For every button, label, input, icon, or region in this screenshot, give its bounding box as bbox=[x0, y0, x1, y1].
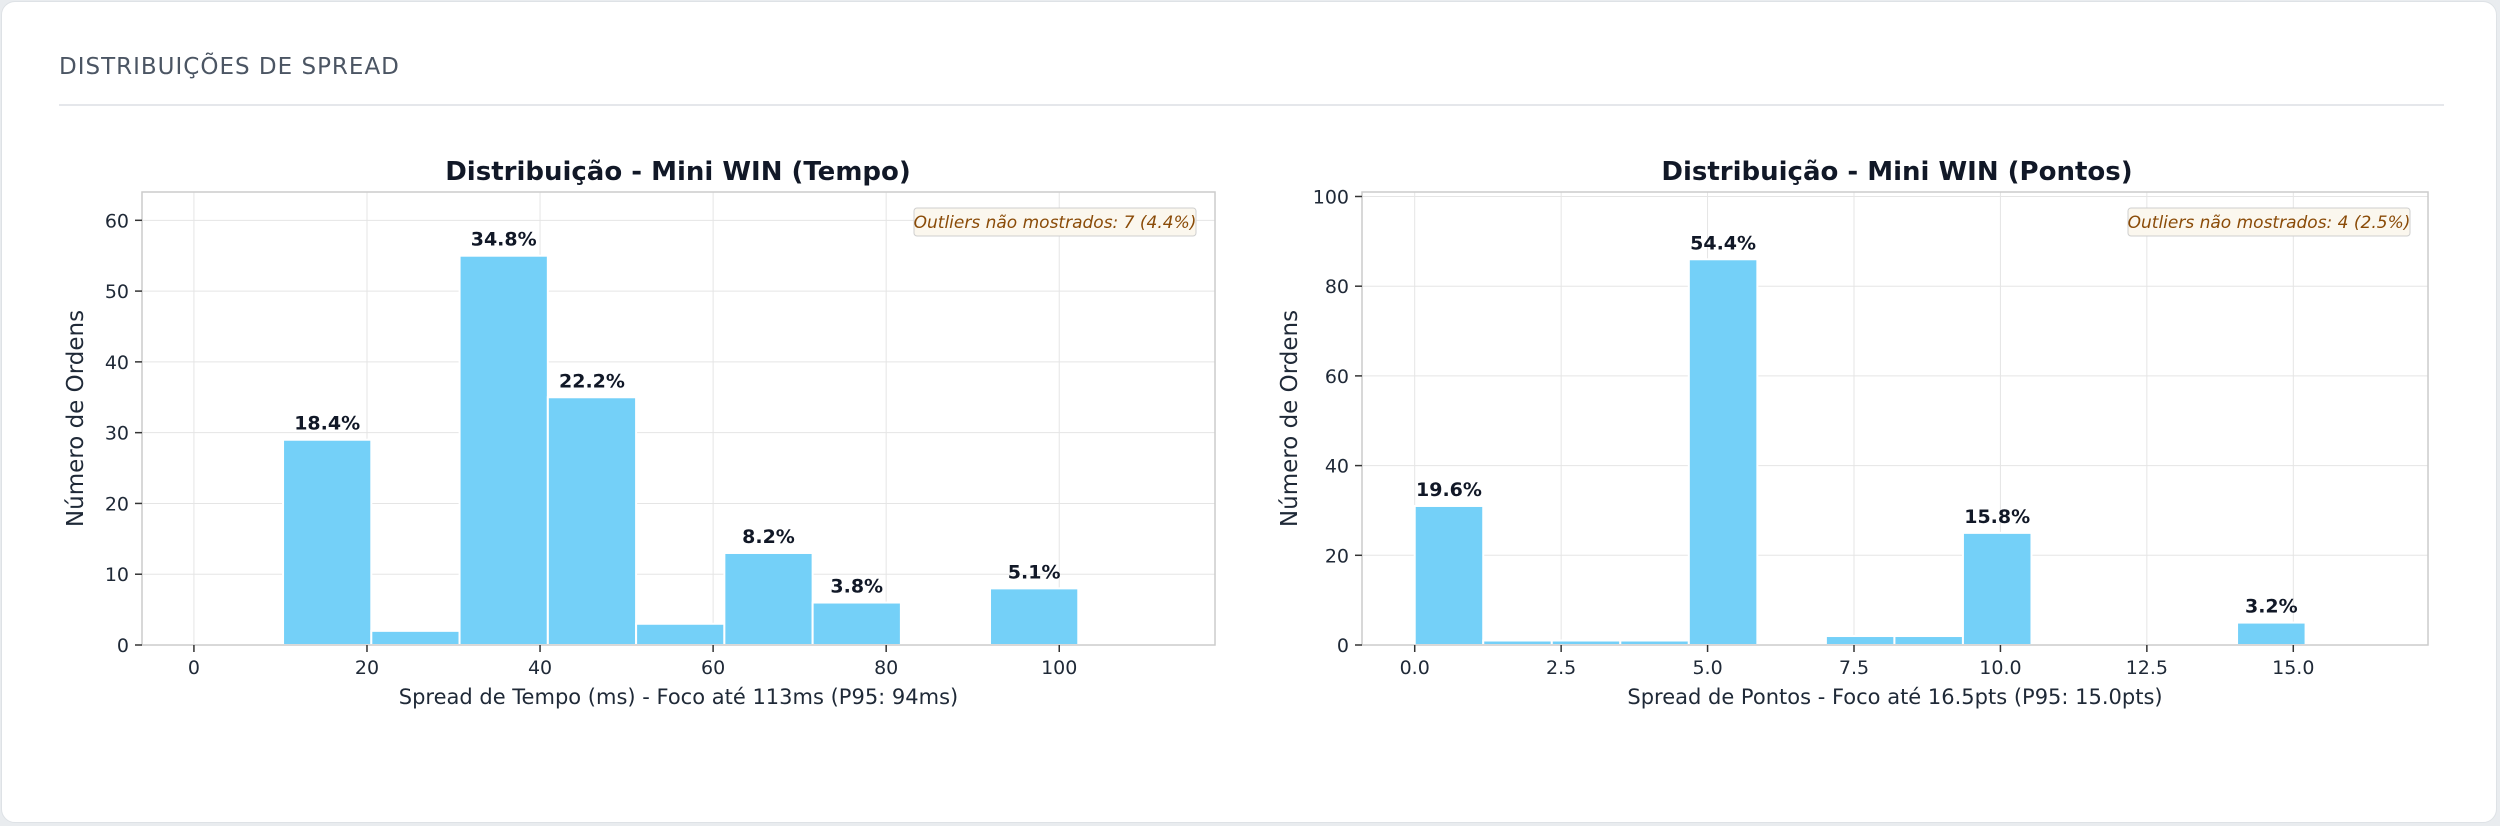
bar-percent-label: 54.4% bbox=[1690, 232, 1756, 254]
x-tick-label: 2.5 bbox=[1546, 657, 1576, 679]
outlier-note-box bbox=[2127, 207, 2411, 237]
y-tick-label: 0 bbox=[1337, 635, 1349, 657]
y-tick-label: 40 bbox=[1325, 456, 1349, 478]
x-tick-label: 80 bbox=[874, 657, 898, 679]
y-tick-label: 50 bbox=[105, 281, 129, 303]
y-tick-label: 20 bbox=[105, 493, 129, 515]
y-axis-label: Número de Ordens bbox=[1277, 310, 1303, 527]
histogram-bar bbox=[723, 551, 814, 646]
points-spread-histogram: 19.6% 54.4% 15.8% 3.2% 0.0 2.5 5.0 7.5 10.0 12.5 1… bbox=[1277, 157, 2429, 709]
bar-percent-label: 22.2% bbox=[559, 370, 625, 392]
x-axis-label: Spread de Pontos - Foco até 16.5pts (P95… bbox=[1627, 685, 2162, 709]
y-tick-label: 0 bbox=[117, 635, 129, 657]
histogram-bar bbox=[546, 396, 638, 646]
y-tick-label: 40 bbox=[105, 352, 129, 374]
histogram-bar bbox=[1961, 531, 2033, 646]
histogram-bar bbox=[1413, 504, 1485, 646]
outlier-note: Outliers não mostrados: 7 (4.4%) bbox=[914, 213, 1197, 233]
time-spread-histogram: 18.4% 34.8% 22.2% 8.2% 3.8% 5.1% 0 20 40 60 80 100 0… bbox=[63, 157, 1216, 709]
x-tick-label: 12.5 bbox=[2126, 657, 2168, 679]
histogram-bar bbox=[635, 622, 726, 646]
y-tick-label: 20 bbox=[1325, 545, 1349, 567]
bar-percent-label: 3.8% bbox=[830, 576, 883, 598]
plot-frame bbox=[141, 191, 1216, 646]
bar-percent-label: 8.2% bbox=[742, 526, 795, 548]
plot-area bbox=[1362, 192, 2428, 645]
histogram-bar bbox=[811, 601, 902, 646]
y-tick-label: 30 bbox=[105, 423, 129, 445]
histogram-bar bbox=[458, 254, 549, 646]
x-tick-label: 5.0 bbox=[1692, 657, 1722, 679]
x-tick-label: 0 bbox=[188, 657, 200, 679]
histogram-bar bbox=[989, 587, 1080, 646]
x-tick-label: 20 bbox=[355, 657, 379, 679]
histogram-bar bbox=[282, 438, 373, 646]
bar-percent-label: 5.1% bbox=[1008, 561, 1061, 583]
y-tick-label: 10 bbox=[105, 564, 129, 586]
section-title: DISTRIBUIÇÕES DE SPREAD bbox=[59, 54, 400, 80]
histogram-bar bbox=[2236, 621, 2307, 647]
chart-title: Distribuição - Mini WIN (Pontos) bbox=[1661, 157, 2132, 187]
outlier-note: Outliers não mostrados: 4 (2.5%) bbox=[2128, 213, 2411, 233]
bar-percent-label: 18.4% bbox=[294, 413, 360, 435]
x-axis-label: Spread de Tempo (ms) - Foco até 113ms (P… bbox=[399, 685, 959, 709]
x-tick-label: 40 bbox=[528, 657, 552, 679]
x-tick-label: 100 bbox=[1041, 657, 1077, 679]
x-tick-label: 0.0 bbox=[1400, 657, 1430, 679]
bar-percent-label: 19.6% bbox=[1416, 479, 1482, 501]
x-tick-label: 7.5 bbox=[1839, 657, 1869, 679]
section-divider bbox=[59, 104, 2444, 106]
x-tick-label: 15.0 bbox=[2272, 657, 2314, 679]
y-tick-label: 60 bbox=[105, 210, 129, 232]
x-tick-label: 60 bbox=[701, 657, 725, 679]
y-tick-label: 80 bbox=[1325, 276, 1349, 298]
y-tick-label: 60 bbox=[1325, 366, 1349, 388]
histogram-bar bbox=[1893, 635, 1964, 647]
bar-percent-label: 3.2% bbox=[2245, 596, 2298, 618]
x-tick-label: 10.0 bbox=[1979, 657, 2021, 679]
histogram-bar bbox=[370, 629, 461, 646]
outlier-note-box bbox=[913, 207, 1197, 237]
histogram-bar bbox=[1687, 258, 1759, 646]
bar-percent-label: 34.8% bbox=[471, 229, 537, 251]
chart-title: Distribuição - Mini WIN (Tempo) bbox=[445, 157, 911, 187]
bar-percent-label: 15.8% bbox=[1964, 506, 2030, 528]
histogram-bar bbox=[1824, 635, 1896, 647]
y-axis-label: Número de Ordens bbox=[63, 310, 89, 527]
y-tick-label: 100 bbox=[1313, 186, 1349, 208]
plot-frame bbox=[1361, 191, 2429, 646]
